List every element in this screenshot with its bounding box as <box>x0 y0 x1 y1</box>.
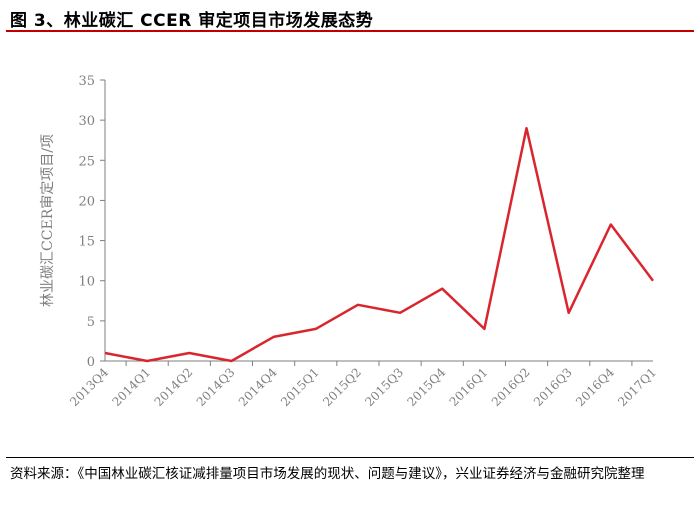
x-tick-label: 2014Q2 <box>152 365 196 409</box>
x-tick-label: 2014Q3 <box>194 365 238 409</box>
x-tick-label: 2015Q3 <box>362 365 406 409</box>
figure-title: 图 3、林业碳汇 CCER 审定项目市场发展态势 <box>10 11 374 31</box>
y-tick-label: 30 <box>78 114 95 129</box>
chart-area: 0 5 10 15 20 25 30 35 2013Q4 2014Q1 2014Q2 2014Q3 2… <box>0 32 700 460</box>
y-tick-label: 15 <box>78 235 95 250</box>
y-tick-label: 5 <box>87 315 95 330</box>
source-divider <box>6 457 694 458</box>
series-line <box>104 126 654 363</box>
x-tick-label: 2013Q4 <box>67 365 111 409</box>
x-tick-label: 2014Q1 <box>109 365 153 409</box>
x-tick-label: 2014Q4 <box>236 365 280 409</box>
y-tick-labels: 0 5 10 15 20 25 30 35 <box>78 74 95 370</box>
x-tick-label: 2015Q4 <box>405 365 449 409</box>
x-tick-label: 2016Q3 <box>531 365 575 409</box>
y-axis-label: 林业碳汇CCER审定项目/项 <box>40 134 56 307</box>
x-tick-label: 2015Q2 <box>320 365 364 409</box>
x-tick-label: 2016Q1 <box>447 365 491 409</box>
series-group <box>104 126 654 363</box>
x-tick-label: 2017Q1 <box>615 365 659 409</box>
y-tick-label: 10 <box>78 275 95 290</box>
x-tick-label: 2015Q1 <box>278 365 322 409</box>
figure-header: 图 3、林业碳汇 CCER 审定项目市场发展态势 <box>6 0 694 32</box>
source-note: 资料来源：《中国林业碳汇核证减排量项目市场发展的现状、问题与建议》，兴业证券经济… <box>10 466 645 482</box>
y-tick-label: 35 <box>78 74 95 89</box>
x-tick-labels: 2013Q42014Q12014Q22014Q32014Q42015Q12015… <box>67 365 659 409</box>
x-tick-label: 2016Q2 <box>489 365 533 409</box>
x-tick-label: 2016Q4 <box>573 365 617 409</box>
y-tick-label: 25 <box>78 154 95 169</box>
y-tick-label: 0 <box>87 355 95 370</box>
axes <box>100 79 653 366</box>
y-tick-label: 20 <box>78 194 95 209</box>
